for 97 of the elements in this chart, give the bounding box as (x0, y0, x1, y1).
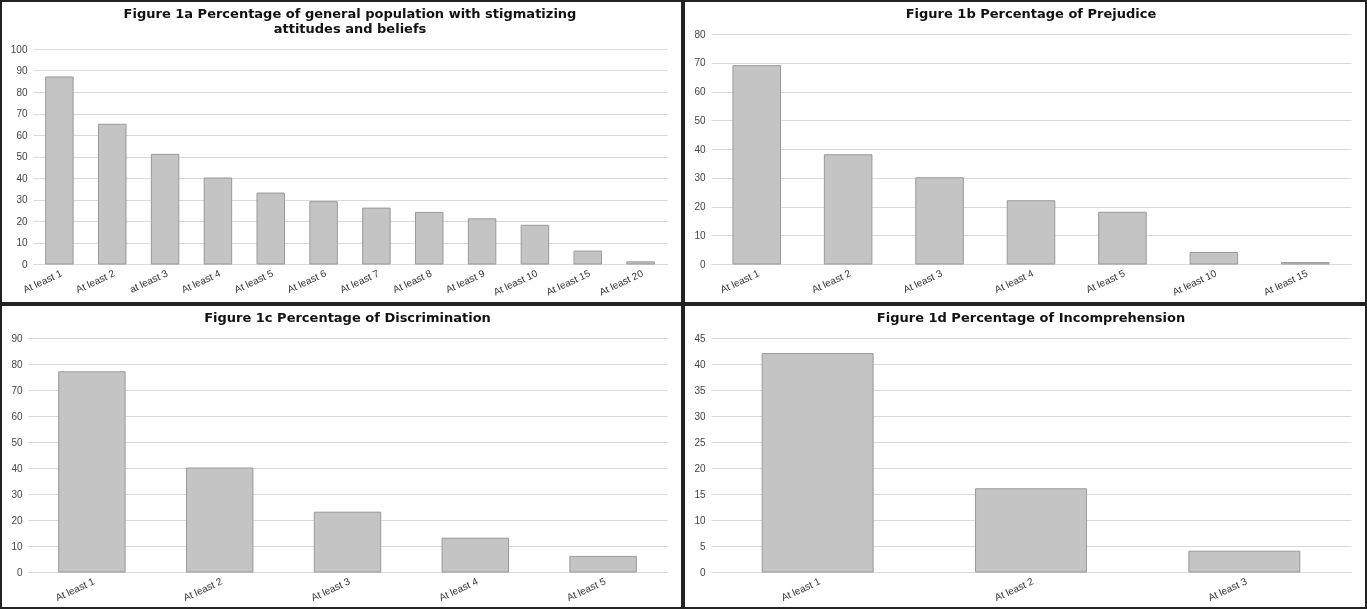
y-tick-label: 20 (694, 462, 706, 474)
bar (761, 353, 874, 573)
bar (313, 511, 382, 573)
y-tick-label: 90 (11, 332, 23, 344)
y-tick-label: 30 (694, 172, 706, 184)
y-tick-label: 70 (16, 108, 28, 119)
bar (362, 207, 391, 265)
x-tick-label: At least 20 (597, 267, 646, 298)
x-tick-label: At least 5 (1084, 267, 1128, 296)
y-tick-label: 100 (10, 43, 28, 55)
x-tick-label: At least 4 (992, 267, 1036, 296)
x-tick-label: At least 1 (53, 575, 97, 604)
y-tick-label: 80 (694, 28, 706, 40)
bar (975, 488, 1087, 573)
y-tick-label: 10 (694, 229, 706, 241)
chart-title: Figure 1b Percentage of Prejudice (905, 6, 1157, 21)
chart-title: Figure 1a Percentage of general population with stigmatizing attitudes and beliefs (123, 6, 577, 36)
x-tick-label: At least 15 (544, 267, 593, 298)
x-tick-label: At least 1 (779, 575, 823, 604)
x-tick-label: At least 6 (285, 267, 329, 296)
y-tick-label: 35 (694, 384, 706, 396)
bar (732, 65, 781, 265)
x-tick-label: At least 15 (1262, 267, 1310, 298)
y-tick-label: 25 (694, 436, 706, 448)
bar (573, 250, 602, 265)
y-tick-label: 0 (699, 258, 706, 270)
bar (45, 76, 74, 265)
y-tick-label: 10 (11, 540, 23, 552)
bar (823, 154, 873, 265)
bar (1188, 550, 1301, 573)
x-tick-label: At least 10 (1170, 267, 1219, 298)
bar (415, 211, 444, 265)
y-tick-label: 0 (16, 566, 23, 578)
y-tick-label: 60 (694, 86, 706, 97)
x-tick-label: At least 1 (718, 267, 762, 296)
x-tick-label: At least 8 (391, 267, 434, 296)
bar (185, 467, 254, 573)
x-tick-label: At least 4 (179, 267, 223, 296)
y-tick-label: 15 (694, 488, 706, 500)
y-tick-label: 70 (11, 384, 23, 396)
y-tick-label: 20 (16, 215, 28, 227)
y-tick-label: 30 (694, 410, 706, 422)
y-tick-label: 50 (16, 151, 28, 162)
bar (203, 177, 233, 265)
bar (520, 224, 550, 265)
y-tick-label: 40 (11, 462, 23, 474)
bar (1098, 211, 1147, 265)
y-tick-label: 40 (694, 143, 706, 155)
y-tick-label: 30 (16, 194, 28, 205)
y-tick-label: 40 (16, 172, 28, 184)
y-tick-label: 45 (694, 332, 706, 344)
x-tick-label: At least 1 (21, 267, 65, 296)
x-tick-label: At least 5 (564, 575, 608, 604)
chart-title: Figure 1d Percentage of Incomprehension (876, 310, 1186, 325)
x-tick-label: at least 3 (127, 267, 170, 295)
y-tick-label: 60 (16, 129, 28, 141)
bar (256, 192, 285, 265)
chart-title: Figure 1c Percentage of Discrimination (204, 310, 491, 325)
y-tick-label: 70 (694, 57, 706, 69)
y-tick-label: 80 (11, 358, 23, 370)
y-tick-label: 20 (694, 201, 706, 212)
bar (98, 123, 127, 265)
x-tick-label: At least 2 (181, 575, 225, 604)
y-tick-label: 10 (16, 237, 28, 248)
y-tick-label: 5 (699, 540, 706, 552)
y-tick-label: 40 (694, 358, 706, 370)
bar (1006, 200, 1056, 265)
x-tick-label: At least 3 (309, 575, 353, 604)
x-tick-label: At least 7 (338, 267, 382, 296)
x-tick-label: At least 5 (232, 267, 276, 296)
y-tick-label: 80 (16, 86, 28, 98)
y-tick-label: 90 (16, 65, 28, 76)
bar (1189, 252, 1239, 265)
bar (150, 153, 180, 265)
y-tick-label: 50 (694, 114, 706, 126)
bar (626, 261, 655, 265)
x-tick-label: At least 2 (992, 575, 1036, 604)
bar (58, 371, 126, 573)
x-tick-label: At least 2 (809, 267, 853, 296)
x-tick-label: At least 3 (901, 267, 945, 296)
y-tick-label: 50 (11, 436, 23, 448)
y-tick-label: 0 (699, 566, 706, 578)
x-tick-label: At least 2 (74, 267, 117, 296)
bar (915, 177, 964, 265)
bar (309, 201, 338, 265)
y-tick-label: 0 (21, 258, 28, 270)
y-tick-label: 60 (11, 410, 23, 422)
x-tick-label: At least 10 (491, 267, 540, 298)
y-tick-label: 30 (11, 488, 23, 500)
x-tick-label: At least 9 (443, 267, 487, 296)
bar (441, 537, 510, 573)
y-tick-label: 10 (694, 514, 706, 526)
bar (467, 218, 497, 265)
x-tick-label: At least 3 (1206, 575, 1249, 604)
x-tick-label: At least 4 (437, 575, 480, 604)
bar (569, 555, 637, 573)
y-tick-label: 20 (11, 514, 23, 526)
